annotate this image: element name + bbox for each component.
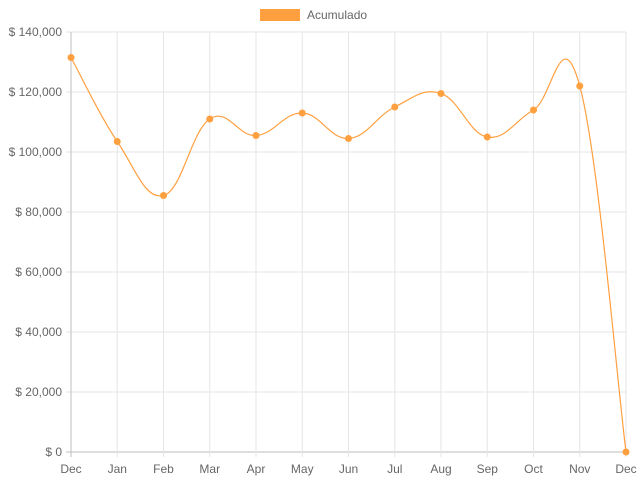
x-tick-label: Mar <box>199 462 220 476</box>
data-point[interactable] <box>530 106 537 114</box>
x-tick-label: Aug <box>430 462 451 476</box>
x-axis: Dec Jan Feb Mar Apr May Jun Jul Aug Sep Oct Nov Dec <box>60 462 636 476</box>
data-point[interactable] <box>298 109 306 117</box>
y-tick-label: $ 60,000 <box>15 265 62 279</box>
data-point[interactable] <box>252 132 260 139</box>
data-point[interactable] <box>576 82 584 90</box>
legend-swatch <box>260 9 300 21</box>
y-tick-label: $ 20,000 <box>15 385 62 399</box>
x-tick-label: Feb <box>153 462 174 476</box>
data-point[interactable] <box>345 135 352 142</box>
x-tick-label: Jun <box>339 462 358 476</box>
y-axis: $ 0 $ 20,000 $ 40,000 $ 60,000 $ 80,000 $ 100… <box>9 25 63 459</box>
y-tick-label: $ 80,000 <box>15 205 62 219</box>
x-tick-label: Jul <box>387 462 402 476</box>
x-tick-label: Nov <box>569 462 590 476</box>
data-point[interactable] <box>483 133 491 141</box>
data-point[interactable] <box>391 103 399 111</box>
legend[interactable]: Acumulado <box>260 8 367 22</box>
data-point[interactable] <box>67 54 75 61</box>
data-point[interactable] <box>113 138 121 145</box>
data-points <box>67 54 630 456</box>
data-point[interactable] <box>622 448 630 456</box>
x-tick-label: Jan <box>108 462 127 476</box>
y-tick-label: $ 120,000 <box>9 85 63 99</box>
y-tick-label: $ 40,000 <box>15 325 62 339</box>
x-tick-label: Dec <box>615 462 636 476</box>
x-tick-label: May <box>291 462 314 476</box>
y-tick-label: $ 140,000 <box>9 25 63 39</box>
x-tick-label: Sep <box>477 462 499 476</box>
data-point[interactable] <box>160 192 167 199</box>
x-tick-label: Dec <box>60 462 81 476</box>
grid <box>66 31 627 457</box>
data-point[interactable] <box>206 115 214 123</box>
data-point[interactable] <box>437 90 445 97</box>
y-tick-label: $ 100,000 <box>9 145 63 159</box>
y-tick-label: $ 0 <box>45 445 62 459</box>
legend-label: Acumulado <box>307 8 367 22</box>
x-tick-label: Oct <box>524 462 543 476</box>
x-tick-label: Apr <box>247 462 266 476</box>
